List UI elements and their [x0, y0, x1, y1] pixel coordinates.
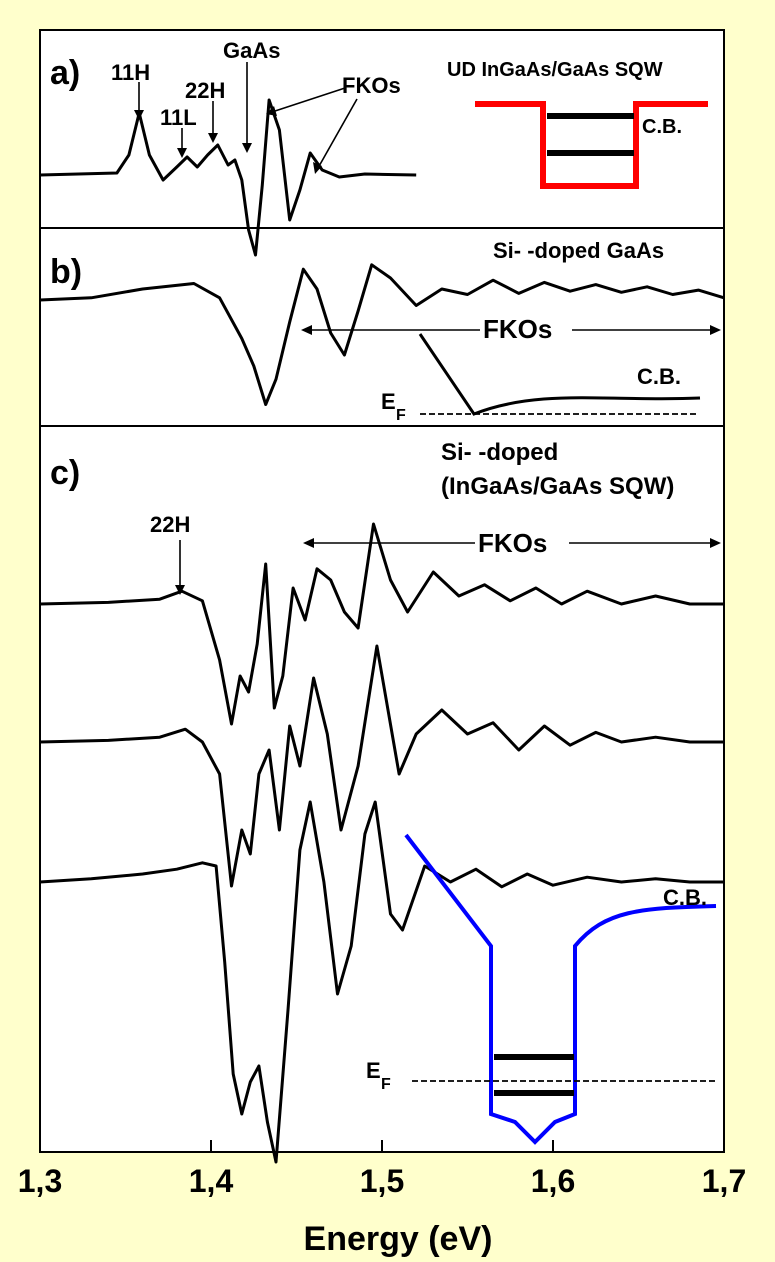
arrowhead-icon	[134, 110, 144, 120]
annotation-11l: 11L	[160, 105, 197, 130]
spectrum-trace-b-1	[39, 263, 725, 406]
annotation-gaas: GaAs	[223, 38, 280, 63]
arrowhead-icon	[175, 585, 185, 595]
label-backdrop	[475, 526, 569, 556]
arrowhead-icon	[710, 538, 721, 548]
spectrum-trace-c-2	[39, 644, 724, 888]
quantum-well-band-diagram-c	[404, 833, 717, 1145]
fermi-subscript-c: F	[381, 1076, 391, 1093]
panel-c-traces	[39, 522, 724, 1164]
fermi-label-c: E	[366, 1058, 381, 1083]
arrowhead-icon	[208, 133, 218, 143]
panel-b-traces	[39, 263, 725, 406]
x-axis: 1,3 1,4 1,5 1,6 1,7	[18, 1140, 746, 1199]
spectrum-trace-a-1	[39, 98, 417, 257]
x-tick-label: 1,6	[531, 1163, 575, 1199]
panel-c-title: Si- -doped	[441, 439, 558, 466]
annotation-fkos-b: FKOs	[483, 314, 552, 344]
band-label-cb-a: C.B.	[642, 116, 682, 138]
panel-b-frame	[39, 227, 725, 427]
arrowhead-icon	[303, 538, 314, 548]
band-label-cb-c: C.B.	[663, 885, 707, 910]
arrowhead-icon	[177, 148, 187, 158]
panel-a-frame	[39, 29, 725, 229]
arrowhead-icon	[313, 162, 322, 174]
arrowhead-icon	[301, 325, 312, 335]
annotation-arrow-fkos-a-right	[317, 98, 358, 169]
panel-c-subtitle: (InGaAs/GaAs SQW)	[441, 473, 674, 500]
x-tick-label: 1,5	[360, 1163, 404, 1199]
panel-a-label: a)	[50, 54, 80, 92]
annotation-11h: 11H	[111, 60, 150, 85]
annotation-arrow-fkos-a-left	[271, 87, 346, 113]
x-axis-label: Energy (eV)	[304, 1220, 493, 1258]
band-bending-curve-b	[418, 333, 701, 416]
band-label-cb-b: C.B.	[637, 364, 681, 389]
quantum-well-band-diagram-a	[475, 101, 708, 189]
x-tick-label: 1,3	[18, 1163, 62, 1199]
spectrum-trace-c-3	[39, 800, 724, 1164]
fermi-subscript-b: F	[396, 407, 406, 424]
arrowhead-icon	[710, 325, 721, 335]
annotation-22h: 22H	[185, 78, 225, 103]
panel-b-title: Si- -doped GaAs	[493, 238, 664, 263]
annotation-fkos-c: FKOs	[478, 528, 547, 558]
panel-c-label: c)	[50, 454, 80, 492]
annotation-22h-c: 22H	[150, 512, 190, 537]
annotation-fkos-a: FKOs	[342, 73, 401, 98]
arrowhead-icon	[266, 106, 277, 116]
x-tick-label: 1,4	[189, 1163, 234, 1199]
panel-a-traces	[39, 98, 417, 257]
label-backdrop	[480, 312, 572, 342]
spectrum-trace-c-1	[39, 522, 724, 726]
panel-b-label: b)	[50, 253, 82, 291]
arrowhead-icon	[242, 143, 252, 153]
panel-c-frame	[39, 425, 725, 1153]
x-tick-label: 1,7	[702, 1163, 746, 1199]
panel-a-title: UD InGaAs/GaAs SQW	[447, 59, 663, 81]
fermi-label-b: E	[381, 389, 396, 414]
